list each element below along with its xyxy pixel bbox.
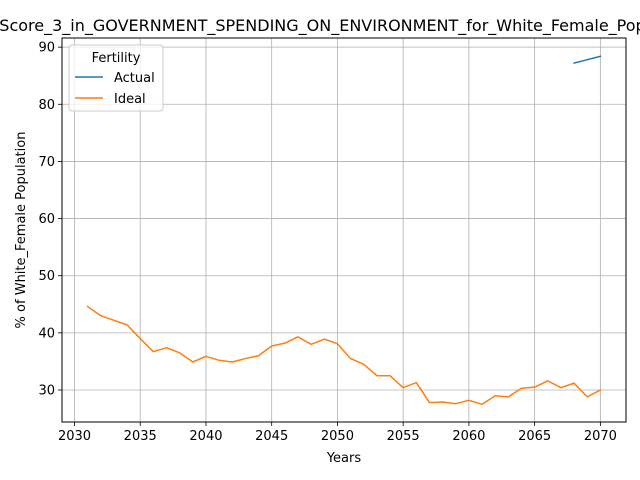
series-line-actual — [574, 56, 600, 63]
y-tick-label: 80 — [38, 98, 55, 113]
x-tick-label: 2050 — [321, 429, 354, 444]
x-tick-label: 2055 — [387, 429, 420, 444]
x-axis-label: Years — [326, 451, 362, 466]
chart-title: Score_3_in_GOVERNMENT_SPENDING_ON_ENVIRO… — [0, 16, 640, 36]
x-tick-label: 2035 — [124, 429, 157, 444]
x-tick-label: 2065 — [518, 429, 551, 444]
legend-label-actual: Actual — [114, 71, 155, 86]
series-lines — [88, 56, 601, 404]
x-tick-label: 2070 — [584, 429, 617, 444]
legend-title: Fertility — [92, 51, 141, 66]
x-tick-label: 2030 — [58, 429, 91, 444]
y-tick-label: 70 — [38, 155, 55, 170]
legend-label-ideal: Ideal — [114, 92, 146, 107]
y-tick-label: 50 — [38, 269, 55, 284]
y-tick-label: 90 — [38, 41, 55, 56]
y-tick-label: 40 — [38, 326, 55, 341]
x-tick-label: 2045 — [255, 429, 288, 444]
y-tick-label: 30 — [38, 384, 55, 399]
legend: Fertility Actual Ideal — [69, 45, 163, 111]
y-axis-label: % of White_Female Population — [14, 132, 29, 329]
x-tick-label: 2040 — [189, 429, 222, 444]
y-tick-label: 60 — [38, 212, 55, 227]
x-tick-label: 2060 — [452, 429, 485, 444]
